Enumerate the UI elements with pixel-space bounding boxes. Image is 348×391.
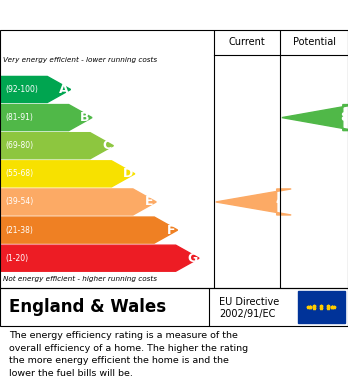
Polygon shape (216, 189, 291, 215)
Text: EU Directive: EU Directive (219, 298, 279, 307)
Text: (69-80): (69-80) (5, 141, 33, 150)
Text: B: B (80, 111, 90, 124)
Text: E: E (145, 196, 153, 208)
Text: C: C (102, 139, 111, 152)
Text: 49: 49 (275, 196, 293, 208)
Text: 81: 81 (340, 111, 348, 124)
Polygon shape (1, 133, 113, 159)
Text: Very energy efficient - lower running costs: Very energy efficient - lower running co… (3, 57, 158, 63)
Text: (39-54): (39-54) (5, 197, 33, 206)
Text: (81-91): (81-91) (5, 113, 33, 122)
Text: A: A (59, 83, 69, 96)
Polygon shape (1, 161, 135, 187)
Text: (1-20): (1-20) (5, 254, 28, 263)
Polygon shape (1, 76, 71, 102)
Polygon shape (282, 104, 348, 131)
Polygon shape (1, 245, 199, 271)
Text: Not energy efficient - higher running costs: Not energy efficient - higher running co… (3, 275, 158, 282)
Text: England & Wales: England & Wales (9, 298, 166, 316)
Text: (21-38): (21-38) (5, 226, 33, 235)
Text: Potential: Potential (293, 37, 335, 47)
Polygon shape (1, 217, 177, 243)
Text: Current: Current (229, 37, 266, 47)
Text: D: D (123, 167, 133, 180)
Polygon shape (1, 189, 156, 215)
Text: F: F (166, 224, 175, 237)
Text: (92-100): (92-100) (5, 85, 38, 94)
Text: G: G (187, 252, 197, 265)
Bar (298, 291, 345, 323)
Text: 2002/91/EC: 2002/91/EC (219, 309, 276, 319)
Text: (55-68): (55-68) (5, 169, 33, 178)
Polygon shape (1, 104, 92, 131)
Text: The energy efficiency rating is a measure of the
overall efficiency of a home. T: The energy efficiency rating is a measur… (9, 331, 248, 378)
Text: Energy Efficiency Rating: Energy Efficiency Rating (9, 7, 211, 23)
